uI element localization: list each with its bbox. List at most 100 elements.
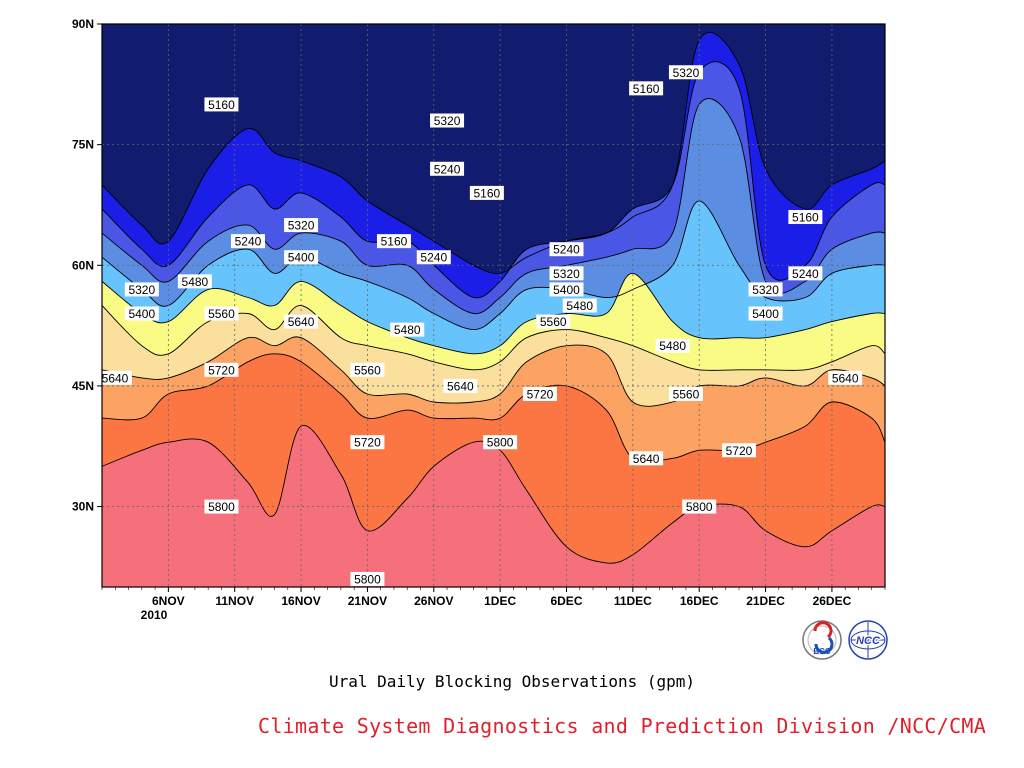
contour-label: 5640: [629, 451, 664, 466]
contour-label: 5720: [350, 435, 385, 450]
contour-label: 5560: [350, 362, 385, 377]
contour-label: 5400: [124, 306, 159, 321]
x-axis: 6NOV 11NOV 16NOV 21NOV 26NOV 1DEC 6DEC 11DEC 16D…: [101, 587, 886, 608]
contour-label: 5240: [416, 250, 451, 265]
contour-label-text: 5640: [633, 452, 660, 466]
contour-label-text: 5160: [381, 235, 408, 249]
contour-label-text: 5560: [208, 307, 235, 321]
contour-line-5160: [102, 32, 885, 275]
contour-label-box: [562, 298, 597, 313]
contour-label-box: [204, 97, 239, 112]
contour-label-text: 5320: [752, 283, 779, 297]
contour-label-text: 5480: [659, 339, 686, 353]
contour-label-box: [788, 210, 823, 225]
contour-label-box: [549, 282, 584, 297]
contour-label: 5800: [682, 499, 717, 514]
contour-label-box: [828, 370, 863, 385]
contour-label-box: [416, 250, 451, 265]
contour-label-text: 5160: [474, 186, 501, 200]
plot-frame: [101, 23, 886, 588]
contour-label: 5560: [536, 314, 571, 329]
contour-label-text: 5240: [792, 267, 819, 281]
contour-label: 5560: [668, 386, 703, 401]
contour-label-text: 5400: [553, 283, 580, 297]
contour-label: 5800: [483, 435, 518, 450]
contour-label-box: [469, 185, 504, 200]
contour-label-box: [204, 306, 239, 321]
contour-label-text: 5480: [394, 323, 421, 337]
x-tick-label: 21NOV: [348, 594, 387, 608]
contour-label: 5160: [629, 81, 664, 96]
bcc-logo-icon: BCC: [802, 620, 842, 660]
contour-label-text: 5400: [288, 251, 315, 265]
contour-label-box: [522, 386, 557, 401]
contour-label-box: [230, 234, 265, 249]
x-tick-label: 16NOV: [281, 594, 320, 608]
contour-label-box: [748, 282, 783, 297]
contour-label-text: 5560: [673, 387, 700, 401]
contour-label-box: [177, 274, 212, 289]
y-tick-label: 60N: [72, 258, 94, 272]
contour-label-box: [668, 65, 703, 80]
contour-label-text: 5320: [128, 283, 155, 297]
contour-label-text: 5320: [673, 66, 700, 80]
x-tick-label: 16DEC: [680, 594, 719, 608]
contour-label: 5160: [788, 210, 823, 225]
contour-label-text: 5640: [288, 315, 315, 329]
y-tick-label: 75N: [72, 138, 94, 152]
contour-label-box: [788, 266, 823, 281]
contour-label: 5320: [284, 218, 319, 233]
contour-label-box: [629, 451, 664, 466]
contour-label-box: [430, 113, 465, 128]
credit-text: Climate System Diagnostics and Predictio…: [258, 714, 987, 738]
y-tick-label: 30N: [72, 500, 94, 514]
contour-label: 5800: [350, 571, 385, 586]
contour-label-box: [629, 81, 664, 96]
contour-line-5400: [102, 200, 885, 331]
contour-label-text: 5800: [686, 500, 713, 514]
contour-label-text: 5560: [354, 363, 381, 377]
x-tick-label: 26DEC: [813, 594, 852, 608]
contour-label-text: 5720: [354, 436, 381, 450]
contour-label-box: [682, 499, 717, 514]
contour-label-text: 5240: [420, 251, 447, 265]
contour-label-text: 5160: [633, 82, 660, 96]
svg-text:NCC: NCC: [856, 635, 881, 647]
contour-label: 5720: [522, 386, 557, 401]
contour-label-box: [124, 306, 159, 321]
contour-label-text: 5480: [566, 299, 593, 313]
contour-label-text: 5640: [102, 371, 129, 385]
contour-label: 5640: [98, 370, 132, 385]
contour-label: 5320: [430, 113, 465, 128]
contour-label: 5480: [390, 322, 425, 337]
contour-label-box: [443, 378, 478, 393]
contour-label-box: [536, 314, 571, 329]
x-tick-label: 26NOV: [414, 594, 453, 608]
contour-label-text: 5560: [540, 315, 567, 329]
contour-label-box: [668, 386, 703, 401]
contour-label: 5720: [204, 362, 239, 377]
contour-label-box: [350, 362, 385, 377]
contour-label: 5640: [284, 314, 319, 329]
contour-label-box: [124, 282, 159, 297]
contour-label-box: [98, 370, 132, 385]
contour-label: 5240: [549, 242, 584, 257]
contour-label: 5720: [722, 443, 757, 458]
contour-label-text: 5720: [527, 387, 554, 401]
contour-label: 5320: [668, 65, 703, 80]
contour-label-text: 5320: [553, 267, 580, 281]
contour-label-text: 5320: [434, 114, 461, 128]
contour-label-box: [350, 435, 385, 450]
contour-label-text: 5800: [354, 572, 381, 586]
contour-label: 5320: [549, 266, 584, 281]
contour-label-box: [204, 499, 239, 514]
x-tick-label: 6DEC: [550, 594, 582, 608]
contour-label: 5560: [204, 306, 239, 321]
contour-label: 5400: [549, 282, 584, 297]
contour-label: 5480: [177, 274, 212, 289]
contour-label: 5480: [562, 298, 597, 313]
contour-label-box: [376, 234, 411, 249]
contour-bands: [102, 24, 885, 587]
contour-label-box: [284, 250, 319, 265]
contour-label-box: [390, 322, 425, 337]
